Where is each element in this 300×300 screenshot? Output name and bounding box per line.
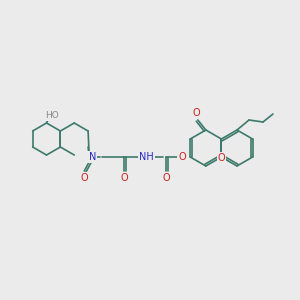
Text: O: O (218, 153, 225, 163)
Text: O: O (192, 108, 200, 118)
Text: O: O (162, 173, 170, 183)
Text: HO: HO (45, 110, 58, 119)
Text: O: O (120, 173, 128, 183)
Text: O: O (178, 152, 186, 162)
Text: NH: NH (139, 152, 154, 162)
Text: O: O (80, 173, 88, 183)
Text: N: N (88, 152, 96, 162)
Text: N: N (88, 152, 96, 162)
